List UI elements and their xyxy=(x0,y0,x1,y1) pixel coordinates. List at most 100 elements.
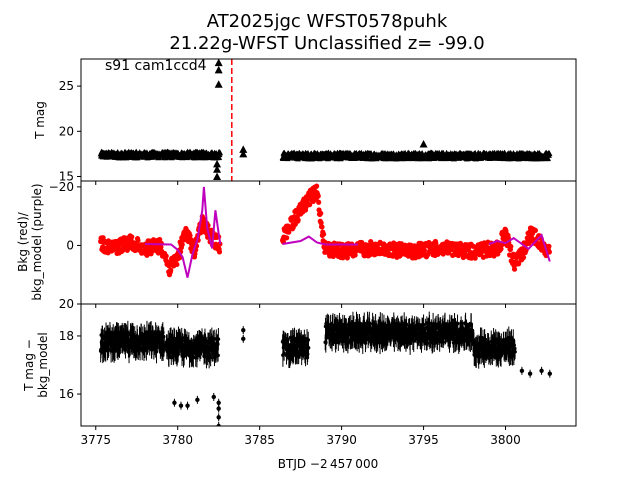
data-point xyxy=(490,354,495,359)
data-band-2-4 xyxy=(470,326,517,369)
bkg-point xyxy=(546,243,552,249)
x-tick-label: 3780 xyxy=(162,433,193,447)
outlier-point xyxy=(419,139,428,148)
data-band-2-3 xyxy=(323,311,475,355)
outlier-point xyxy=(211,394,216,400)
y-tick-label: −20 xyxy=(49,180,74,194)
data-point xyxy=(408,341,412,345)
plot-area-2 xyxy=(98,311,552,426)
bkg-point xyxy=(508,243,514,250)
data-point xyxy=(306,346,311,350)
y-axis-label-line: T mag − xyxy=(22,339,36,392)
bkg-point xyxy=(307,202,313,208)
x-axis-label: BTJD −2 457 000 xyxy=(278,457,378,471)
bkg-point xyxy=(429,244,436,251)
data-point xyxy=(215,342,220,347)
plot-area-1 xyxy=(98,183,552,278)
bkg-point xyxy=(320,231,327,237)
data-point xyxy=(217,149,224,156)
data-point xyxy=(292,336,297,341)
bkg-point xyxy=(314,183,320,189)
chart-title-line1: AT2025jgc WFST0578puhk xyxy=(207,11,448,32)
bkg-point xyxy=(532,227,539,234)
bkg-point xyxy=(319,224,325,230)
data-point xyxy=(161,334,166,339)
data-point xyxy=(544,155,551,162)
outlier-point xyxy=(241,327,246,333)
outlier-point xyxy=(214,65,223,74)
outlier-point xyxy=(216,423,221,426)
outlier-point xyxy=(241,336,246,342)
bkg-point xyxy=(516,261,522,267)
bkg-point xyxy=(216,249,223,255)
bkg-point xyxy=(179,241,185,248)
bkg-point xyxy=(316,199,322,205)
series-bkg-model-line xyxy=(144,186,551,278)
bkg-point xyxy=(472,255,478,261)
data-point xyxy=(513,350,517,354)
y-axis-label-line: Bkg (red)/ xyxy=(16,211,30,272)
x-tick-label: 3785 xyxy=(244,433,275,447)
outlier-point xyxy=(214,59,223,67)
outlier-point xyxy=(213,159,222,168)
y-tick-label: 16 xyxy=(59,387,74,401)
x-tick-label: 3775 xyxy=(80,433,111,447)
bkg-point xyxy=(284,235,290,241)
data-band-2-1 xyxy=(164,326,221,369)
data-band-2-0 xyxy=(98,320,167,364)
data-point xyxy=(546,150,553,157)
y-tick-label: 20 xyxy=(59,124,74,138)
data-point xyxy=(216,337,221,341)
x-tick-label: 3800 xyxy=(490,433,521,447)
y-tick-label: 0 xyxy=(66,238,74,252)
data-band-0-1 xyxy=(279,149,553,162)
data-band-0-0 xyxy=(97,148,224,161)
panel-middle: −20 0 20 Bkg (red)/bkg_model (purple) xyxy=(16,180,577,311)
y-tick-label: 20 xyxy=(59,297,74,311)
panel-frame-2 xyxy=(80,303,577,427)
y-axis-label-line: T mag xyxy=(33,101,47,140)
data-point xyxy=(437,339,442,344)
y-axis-label-line: bkg_model (purple) xyxy=(30,183,44,300)
outlier-point xyxy=(527,371,533,376)
outlier-point xyxy=(216,415,221,420)
data-point xyxy=(216,154,223,160)
outlier-point xyxy=(214,80,223,88)
y-axis-label-0: T mag xyxy=(33,101,47,140)
bkg-point xyxy=(315,193,321,199)
bkg-point xyxy=(505,235,511,241)
x-tick-label: 3790 xyxy=(326,433,357,447)
y-tick-label: 18 xyxy=(59,329,74,343)
bkg-point xyxy=(520,254,527,261)
data-point xyxy=(441,340,446,344)
bkg-point xyxy=(511,266,518,272)
bkg-point xyxy=(129,234,135,240)
outlier-point xyxy=(195,397,200,403)
outlier-point xyxy=(213,165,222,173)
outlier-point xyxy=(216,400,221,405)
bkg-point xyxy=(187,233,193,239)
bkg-point xyxy=(135,237,141,244)
bkg-point xyxy=(295,217,301,223)
outlier-point xyxy=(172,400,177,405)
data-point xyxy=(176,352,180,357)
bkg-point xyxy=(158,244,164,250)
chart-title-line2: 21.22g-WFST Unclassified z= -99.0 xyxy=(169,33,484,54)
data-band-2-2 xyxy=(280,327,311,369)
outlier-point xyxy=(239,149,248,158)
plot-area-0 xyxy=(97,59,553,180)
bkg-point xyxy=(433,240,439,246)
data-point xyxy=(282,351,286,356)
bkg-point xyxy=(318,220,324,226)
panel-bottom: 16 18 3775 3780 3785 3790 3795 3800 T mag −bkg_m… xyxy=(22,303,577,447)
bkg-point xyxy=(421,247,427,253)
panel-label: s91 cam1ccd4 xyxy=(105,58,207,74)
y-axis-label-line: bkg_model xyxy=(36,332,50,398)
x-tick-label: 3795 xyxy=(408,433,439,447)
data-point xyxy=(154,349,159,354)
outlier-point xyxy=(239,145,248,153)
outlier-point xyxy=(539,368,544,374)
outlier-point xyxy=(185,403,190,408)
data-point xyxy=(216,353,220,358)
